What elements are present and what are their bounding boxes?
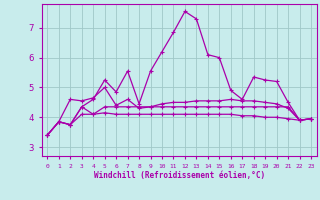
X-axis label: Windchill (Refroidissement éolien,°C): Windchill (Refroidissement éolien,°C) [94, 171, 265, 180]
